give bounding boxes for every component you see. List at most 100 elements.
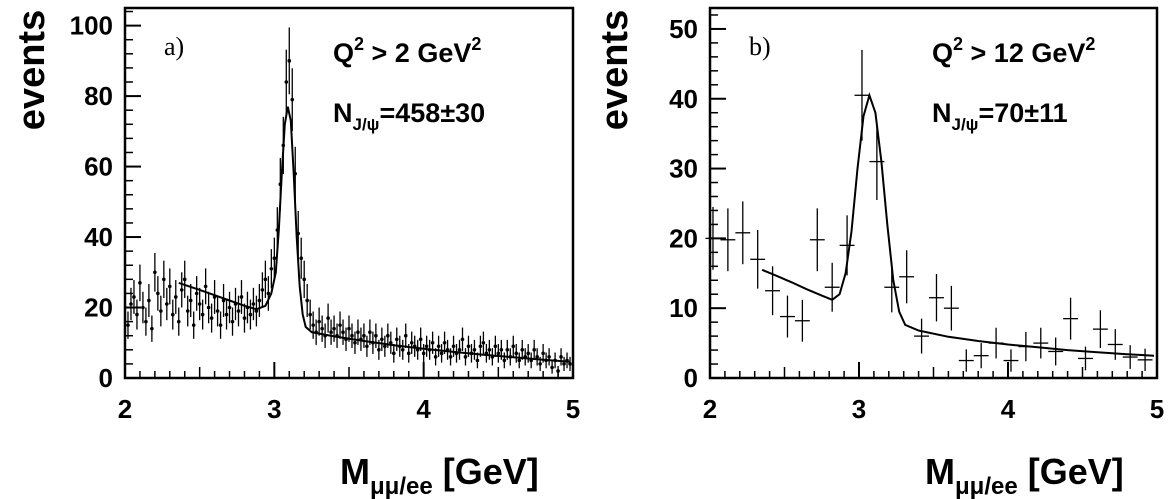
panel-b-x-axis-title: Mμμ/ee [GeV] — [925, 451, 1124, 499]
data-point — [242, 303, 247, 333]
data-point — [374, 323, 378, 348]
data-point — [380, 327, 384, 351]
data-point — [517, 352, 522, 369]
data-point — [463, 348, 468, 366]
data-point — [159, 295, 163, 327]
data-point — [299, 237, 304, 279]
data-point — [239, 280, 244, 314]
data-point — [550, 361, 554, 374]
panel-a-label: a) — [164, 32, 184, 61]
data-point — [392, 344, 396, 363]
y-tick-label: 20 — [669, 223, 698, 253]
data-point — [958, 349, 974, 372]
data-point — [562, 356, 566, 371]
panel-a-y-axis-title: events — [11, 10, 53, 130]
data-point — [899, 250, 915, 304]
data-point — [526, 344, 530, 363]
y-tick-label: 80 — [84, 81, 113, 111]
data-point — [1003, 349, 1019, 372]
y-tick-label: 50 — [669, 14, 698, 44]
data-point — [338, 311, 342, 339]
data-point — [135, 299, 139, 330]
panel-b-jpsi-count: NJ/ψ=70±11 — [932, 98, 1068, 134]
panel-b-label: b) — [749, 32, 771, 61]
data-point — [138, 264, 142, 302]
panel-a-ticks: 2 3 4 5 0 20 40 60 80 100 — [70, 11, 581, 424]
data-point — [150, 315, 154, 342]
data-point — [436, 335, 441, 357]
data-point — [451, 335, 456, 357]
data-point — [365, 335, 369, 357]
data-point — [1137, 348, 1153, 372]
data-point — [514, 344, 519, 363]
data-point — [302, 260, 307, 298]
data-point — [418, 327, 423, 351]
data-point — [487, 339, 492, 360]
data-point — [490, 348, 495, 366]
data-point — [311, 311, 315, 339]
data-point — [496, 344, 501, 363]
data-point — [511, 335, 516, 357]
x-tick-label: 3 — [852, 394, 866, 424]
data-point — [412, 335, 417, 357]
data-point — [209, 303, 214, 333]
panel-a-data-markers — [126, 27, 572, 376]
data-point — [394, 327, 399, 351]
data-point — [144, 307, 148, 336]
panel-b-q2-cut: Q2 > 12 GeV2 — [932, 34, 1095, 68]
data-point — [236, 295, 241, 327]
data-point — [929, 273, 944, 322]
data-point — [251, 287, 256, 321]
data-point — [421, 344, 426, 363]
data-point — [750, 230, 766, 289]
data-point — [197, 287, 202, 321]
data-point — [409, 331, 414, 354]
data-point — [359, 327, 363, 351]
data-point — [824, 262, 840, 312]
data-point — [735, 201, 751, 265]
y-tick-label: 60 — [84, 152, 113, 182]
data-point — [173, 280, 178, 314]
data-point — [350, 323, 354, 348]
data-point — [168, 268, 172, 305]
panel-b-y-axis-title: events — [594, 10, 636, 130]
data-point — [454, 344, 459, 363]
data-point — [153, 252, 157, 292]
data-point — [141, 291, 145, 324]
panel-a-q2-cut: Q2 > 2 GeV2 — [333, 34, 481, 68]
data-point — [529, 352, 533, 369]
data-point — [424, 335, 429, 357]
x-tick-label: 5 — [1150, 394, 1164, 424]
data-point — [943, 285, 959, 331]
data-point — [266, 276, 271, 311]
panel-a: 2 3 4 5 0 20 40 60 80 100 a) Q2 > 2 GeV2 NJ/ψ=458… — [11, 6, 581, 499]
data-point — [383, 335, 387, 357]
data-point — [809, 208, 825, 272]
data-point — [287, 27, 292, 95]
data-point — [568, 356, 572, 371]
data-point — [362, 323, 366, 348]
data-point — [403, 323, 408, 348]
data-point — [200, 299, 205, 330]
data-point — [188, 283, 193, 318]
data-point — [230, 307, 235, 336]
data-point — [218, 311, 223, 339]
data-point — [523, 348, 528, 366]
y-tick-label: 100 — [70, 11, 113, 41]
data-point — [389, 331, 393, 354]
y-tick-label: 20 — [84, 293, 113, 323]
data-point — [272, 237, 277, 279]
x-tick-label: 2 — [703, 394, 717, 424]
y-tick-label: 0 — [684, 363, 698, 393]
data-point — [794, 299, 810, 342]
data-point — [185, 295, 190, 327]
panel-a-x-axis-title: Mμμ/ee [GeV] — [340, 451, 539, 499]
data-point — [439, 344, 444, 363]
y-tick-label: 40 — [669, 84, 698, 114]
data-point — [1092, 310, 1108, 348]
data-point — [1063, 297, 1079, 340]
data-point — [156, 276, 160, 311]
data-point — [1107, 329, 1123, 360]
data-point — [257, 283, 262, 318]
